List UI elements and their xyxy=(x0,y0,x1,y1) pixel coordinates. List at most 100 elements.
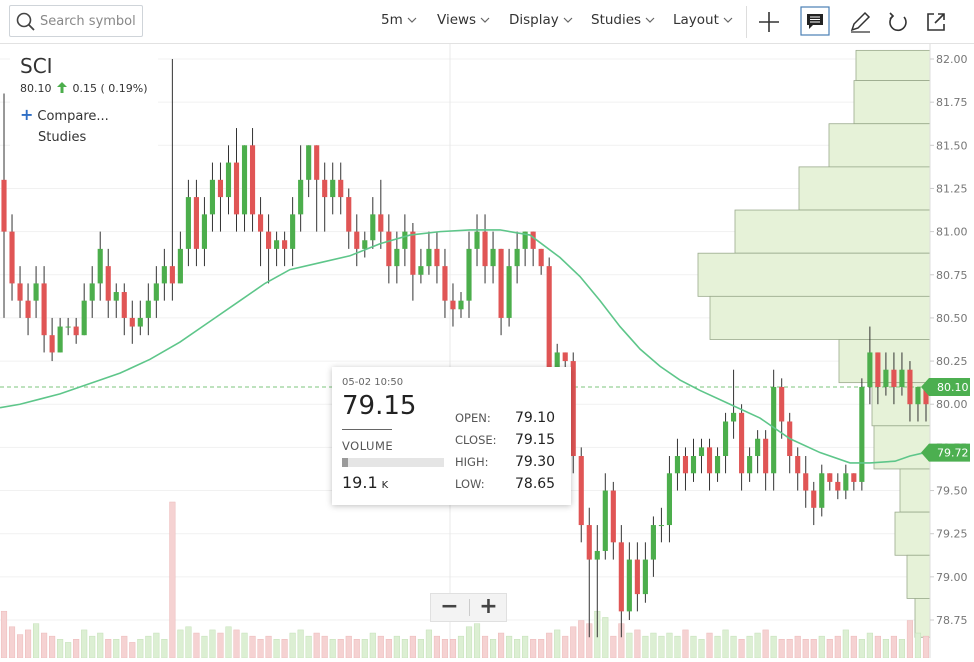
volume-profile-bar xyxy=(853,80,931,125)
display-label: Display xyxy=(509,12,559,28)
tooltip-date: 05-02 10:50 xyxy=(342,377,404,388)
volume-profile-bar xyxy=(871,382,931,427)
volume-bar xyxy=(33,623,40,659)
candle-up xyxy=(418,266,424,275)
moving-average-tag xyxy=(921,443,970,462)
y-axis-tick-label: 81.75 xyxy=(936,96,968,109)
volume-bar xyxy=(570,626,577,659)
volume-bar xyxy=(185,626,192,659)
candle-up xyxy=(57,326,63,353)
volume-bar xyxy=(217,632,224,659)
tooltip-close-value: 79.15 xyxy=(342,391,417,421)
volume-bar xyxy=(225,626,232,659)
tooltip-low-label: LOW: xyxy=(455,477,485,491)
tooltip-high-label: HIGH: xyxy=(455,455,489,469)
volume-bar xyxy=(890,635,897,659)
display-menu[interactable]: Display xyxy=(509,12,573,28)
candle-up xyxy=(362,240,368,249)
candle-up xyxy=(209,179,216,215)
candle-up xyxy=(722,421,729,457)
candle-down xyxy=(41,283,47,336)
views-menu[interactable]: Views xyxy=(437,12,490,28)
tooltip-open-row: OPEN: 79.10 xyxy=(455,410,555,426)
volume-bar xyxy=(522,635,529,659)
search-input[interactable] xyxy=(40,12,140,30)
volume-bar xyxy=(866,632,873,659)
volume-bar xyxy=(153,632,160,659)
candle-down xyxy=(338,179,344,198)
zoom-in-button[interactable]: + xyxy=(479,594,498,619)
chevron-down-icon xyxy=(480,17,490,23)
interval-menu[interactable]: 5m xyxy=(381,12,417,28)
chevron-down-icon xyxy=(407,17,417,23)
volume-profile-bar xyxy=(828,123,931,168)
volume-bar xyxy=(393,635,400,659)
compare-button[interactable]: + Compare... xyxy=(20,105,148,124)
volume-bar xyxy=(161,639,168,659)
volume-profile-bar xyxy=(734,209,931,254)
candle-down xyxy=(682,456,689,474)
tooltip-open-label: OPEN: xyxy=(455,411,491,425)
candle-up xyxy=(731,412,737,422)
zoom-out-button[interactable]: − xyxy=(440,594,459,619)
candle-up xyxy=(161,266,167,284)
y-axis-tick-label: 82.00 xyxy=(936,53,968,66)
candle-up xyxy=(394,248,400,267)
volume-bar xyxy=(137,639,144,659)
pencil-icon[interactable] xyxy=(846,8,874,36)
y-axis-tick-label: 78.75 xyxy=(936,614,968,627)
price-change: 0.15 xyxy=(72,82,98,95)
volume-bar xyxy=(281,639,288,659)
volume-bar xyxy=(313,632,320,659)
crosshair-icon[interactable] xyxy=(755,8,783,36)
studies-link[interactable]: Studies xyxy=(38,130,87,145)
volume-bar xyxy=(73,639,80,659)
volume-bar xyxy=(506,635,513,659)
layout-menu[interactable]: Layout xyxy=(673,12,733,28)
volume-bar xyxy=(105,639,112,659)
volume-bar xyxy=(682,629,689,659)
studies-menu[interactable]: Studies xyxy=(591,12,655,28)
search-box[interactable] xyxy=(9,5,143,37)
candle-down xyxy=(217,179,224,198)
candle-down xyxy=(266,231,272,249)
volume-bar xyxy=(16,634,24,659)
volume-bar xyxy=(97,632,104,659)
search-icon xyxy=(16,12,35,31)
candle-down xyxy=(578,456,584,526)
candle-down xyxy=(610,490,616,543)
volume-bar xyxy=(329,639,336,659)
candle-down xyxy=(875,352,881,387)
candle-down xyxy=(257,214,264,232)
candle-up xyxy=(666,473,673,526)
volume-bar xyxy=(842,629,849,659)
volume-bar xyxy=(409,635,416,659)
candle-up xyxy=(714,456,721,474)
volume-bar xyxy=(57,639,64,659)
candle-up xyxy=(402,231,408,249)
candle-down xyxy=(450,300,456,310)
comment-icon[interactable] xyxy=(800,6,830,36)
moving-average-line xyxy=(0,229,926,464)
volume-bar xyxy=(738,639,745,659)
tooltip-volume-number: 19.1 xyxy=(342,473,378,492)
tooltip-divider xyxy=(342,429,392,430)
y-axis-background xyxy=(930,44,974,658)
expand-icon[interactable] xyxy=(922,8,950,36)
volume-bar xyxy=(922,635,930,659)
undo-icon[interactable] xyxy=(884,8,912,36)
volume-bar xyxy=(257,639,264,659)
volume-bar xyxy=(610,635,617,659)
tooltip-low-value: 78.65 xyxy=(515,476,556,492)
volume-bar xyxy=(41,632,48,659)
candle-up xyxy=(883,369,889,387)
candle-up xyxy=(602,490,608,551)
volume-bar xyxy=(698,639,705,659)
price-change-pct: ( 0.19%) xyxy=(100,82,148,95)
candle-up xyxy=(330,179,336,198)
candle-up xyxy=(554,352,560,370)
candle-up xyxy=(522,231,528,249)
candle-up xyxy=(97,248,103,284)
tooltip-volume-bar xyxy=(342,458,444,467)
candle-down xyxy=(386,231,392,267)
